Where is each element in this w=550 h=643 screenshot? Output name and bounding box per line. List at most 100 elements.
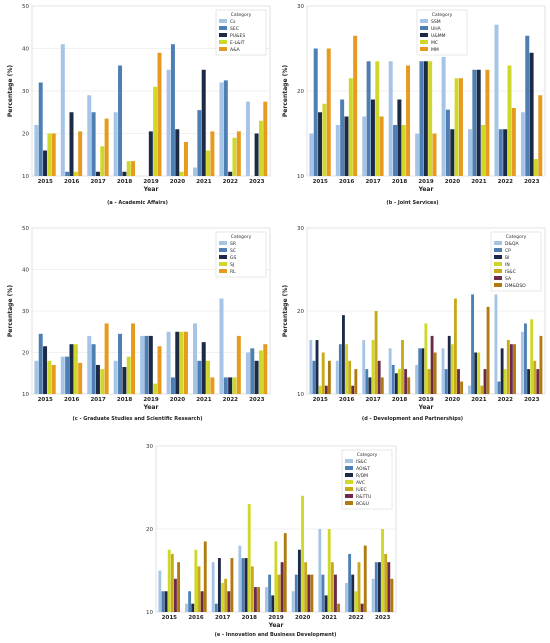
legend-label: RL — [230, 269, 236, 275]
bar-aoi-t-2022 — [348, 553, 352, 612]
legend-swatch — [494, 255, 502, 259]
bar-cp-2023 — [524, 323, 527, 394]
bar-dm-dso-2016 — [354, 369, 358, 394]
bar-sj-2021 — [206, 360, 211, 394]
bar-iuec-2019 — [277, 574, 281, 612]
legend-label: UHA — [431, 26, 442, 32]
bar-mm-2016 — [353, 35, 358, 176]
x-tick-label: 2017 — [365, 179, 380, 185]
legend-swatch — [219, 255, 227, 259]
legend-label: GS — [230, 255, 236, 261]
bar-bi-2020 — [447, 335, 451, 394]
y-tick-label: 20 — [146, 527, 153, 533]
bar-e-l-it-2021 — [206, 150, 211, 176]
bar-a-a-2022 — [236, 131, 241, 177]
bar-r-dm-2017 — [217, 558, 221, 612]
bar-pu-es-2015 — [43, 150, 48, 176]
bar-iuec-2021 — [330, 562, 334, 612]
bar-r-dm-2023 — [377, 562, 381, 612]
x-tick-label: 2020 — [170, 179, 185, 185]
bar-uha-2020 — [445, 109, 450, 176]
bar-cp-2016 — [338, 344, 342, 394]
bar-u-mm-2016 — [344, 116, 349, 176]
chart-svg-development-partnerships: 10 20 30 2015 2016 2017 2018 2019 2020 2021 2022 20… — [282, 226, 546, 411]
bar-sa-2017 — [377, 360, 381, 394]
bar-sj-2017 — [100, 369, 105, 394]
bar-iuec-2020 — [304, 562, 308, 612]
x-tick-label: 2019 — [143, 397, 158, 403]
legend-label: R/DM — [356, 473, 368, 479]
y-tick-label: 20 — [22, 132, 29, 138]
legend-label: IS&C — [505, 269, 516, 275]
bar-cp-2022 — [497, 381, 501, 394]
legend-label: DM&DSO — [505, 283, 526, 289]
bar-sr-2023 — [245, 352, 250, 394]
bar-r-ttu-2017 — [227, 591, 231, 612]
bar-is-c-2019 — [265, 587, 268, 612]
bar-in-2017 — [371, 340, 375, 394]
legend-title: Category — [506, 234, 527, 240]
bar-aoi-t-2019 — [268, 574, 272, 612]
bar-ssm-2019 — [415, 133, 420, 176]
bar-sa-2021 — [483, 369, 487, 394]
x-tick-label: 2019 — [143, 179, 158, 185]
legend-title: Category — [231, 12, 252, 18]
bar-sr-2015 — [34, 360, 39, 394]
bar-mc-2018 — [401, 125, 406, 176]
x-axis-label: Year — [418, 186, 434, 193]
legend-label: Cs — [230, 19, 236, 25]
x-tick-label: 2016 — [64, 179, 79, 185]
bar-mc-2017 — [375, 61, 380, 176]
bar-is-c-2023 — [533, 360, 537, 394]
bar-a-a-2020 — [183, 142, 188, 176]
y-tick-label: 30 — [22, 309, 29, 315]
bar-gs-2021 — [201, 342, 206, 395]
bar-r-ttu-2016 — [200, 591, 204, 612]
bar-in-2020 — [450, 344, 454, 394]
x-tick-label: 2022 — [498, 179, 513, 185]
chart-svg-innovation-business: 10 20 30 2015 2016 2017 2018 2019 2020 2021 2022 20… — [146, 444, 397, 629]
y-axis-label: Percentage (%) — [7, 65, 14, 117]
bar-iuec-2018 — [250, 566, 254, 612]
bar-d-qa-2016 — [335, 360, 339, 394]
bar-cp-2021 — [471, 294, 474, 394]
bar-gs-2017 — [95, 364, 100, 394]
bar-sj-2018 — [126, 356, 131, 394]
bar-bi-2015 — [315, 340, 319, 394]
bar-mc-2016 — [348, 78, 353, 176]
bar-cp-2020 — [444, 369, 448, 394]
bar-mm-2018 — [406, 65, 411, 176]
legend-swatch — [345, 501, 353, 505]
chart-panel-innovation-business: 10 20 30 2015 2016 2017 2018 2019 2020 2021 2022 20… — [138, 440, 413, 643]
bar-bc-u-2021 — [337, 603, 341, 612]
legend-swatch — [494, 241, 502, 245]
x-tick-label: 2015 — [38, 179, 53, 185]
chart-panel-development-partnerships: 10 20 30 2015 2016 2017 2018 2019 2020 2021 2022 20… — [275, 222, 550, 430]
bar-a-a-2017 — [104, 118, 109, 177]
bar-e-l-it-2020 — [179, 171, 184, 176]
y-tick-label: 50 — [22, 4, 29, 10]
bar-r-dm-2022 — [351, 574, 355, 612]
bar-gs-2022 — [228, 377, 233, 394]
bar-in-2022 — [503, 369, 507, 394]
legend-swatch — [494, 283, 502, 287]
bar-is-c-2019 — [427, 369, 431, 394]
x-tick-label: 2018 — [117, 179, 132, 185]
bar-aoi-t-2016 — [188, 591, 192, 612]
bar-uha-2016 — [340, 99, 345, 176]
bar-e-l-it-2016 — [73, 171, 78, 176]
legend-label: PU&ES — [230, 33, 245, 39]
bar-aoi-t-2018 — [241, 558, 245, 612]
bar-sec-2018 — [118, 65, 123, 176]
x-tick-label: 2020 — [445, 179, 460, 185]
y-tick-label: 20 — [297, 89, 304, 95]
legend-swatch — [219, 19, 227, 23]
bar-avc-2015 — [167, 549, 171, 612]
bar-sa-2016 — [351, 385, 355, 394]
bar-mm-2019 — [432, 133, 437, 176]
legend-label: SR — [230, 241, 236, 247]
bar-sa-2023 — [536, 369, 540, 394]
bar-sj-2023 — [258, 350, 263, 394]
x-tick-label: 2016 — [339, 179, 354, 185]
bar-pu-es-2022 — [228, 171, 233, 176]
